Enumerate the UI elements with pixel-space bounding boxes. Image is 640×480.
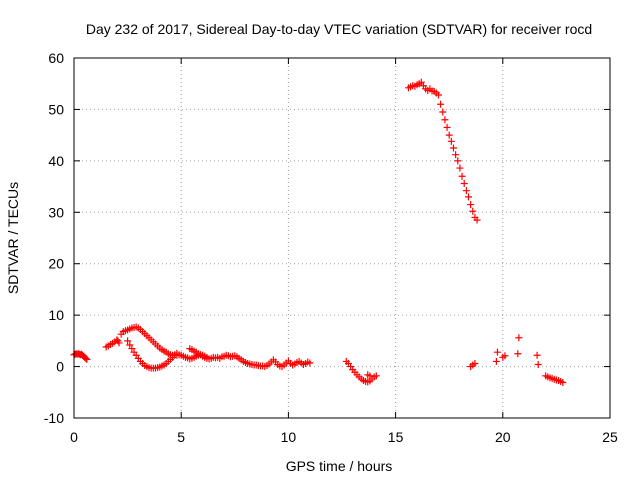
data-point	[559, 379, 567, 387]
data-point	[492, 357, 500, 365]
y-axis-ticks: -10 0 10 20 30 40 50 60	[44, 50, 610, 426]
x-tick-label: 10	[281, 429, 297, 445]
data-point	[445, 131, 453, 139]
data-point	[124, 337, 132, 345]
data-point	[473, 216, 481, 224]
data-point	[464, 193, 472, 201]
data-points	[70, 78, 567, 387]
data-point	[471, 359, 479, 367]
x-tick-label: 15	[388, 429, 404, 445]
data-point	[493, 348, 501, 356]
data-point	[514, 350, 522, 358]
data-point	[437, 100, 445, 108]
data-point	[83, 355, 91, 363]
data-point	[515, 334, 523, 342]
data-point	[366, 372, 374, 380]
data-point	[454, 157, 462, 165]
x-tick-label: 5	[177, 429, 185, 445]
data-point	[447, 137, 455, 145]
data-point	[469, 207, 477, 215]
plot-area-frame	[73, 57, 611, 419]
y-tick-label: 0	[56, 359, 64, 375]
data-point	[534, 361, 542, 369]
chart-title: Day 232 of 2017, Sidereal Day-to-day VTE…	[86, 21, 592, 37]
data-point	[449, 144, 457, 152]
data-point	[439, 108, 447, 116]
x-tick-label: 20	[495, 429, 511, 445]
y-tick-label: 30	[48, 204, 64, 220]
x-tick-label: 25	[602, 429, 618, 445]
data-point	[306, 359, 314, 367]
data-point	[462, 187, 470, 195]
data-point	[533, 351, 541, 359]
y-tick-label: 60	[48, 50, 64, 66]
data-point	[456, 164, 464, 172]
y-tick-label: 10	[48, 307, 64, 323]
y-tick-label: -10	[44, 410, 64, 426]
x-axis-title: GPS time / hours	[286, 458, 393, 474]
y-tick-label: 50	[48, 101, 64, 117]
data-point	[443, 123, 451, 131]
data-point	[458, 172, 466, 180]
data-point	[441, 116, 449, 124]
data-point	[460, 179, 468, 187]
x-tick-label: 0	[70, 429, 78, 445]
data-point	[173, 349, 181, 357]
data-point	[128, 345, 136, 353]
data-point	[372, 372, 380, 380]
data-point	[452, 151, 460, 159]
y-tick-label: 20	[48, 256, 64, 272]
data-point	[417, 78, 425, 86]
y-axis-title: SDTVAR / TECUs	[5, 182, 21, 294]
grid-lines	[74, 58, 610, 418]
data-point	[115, 339, 123, 347]
y-tick-label: 40	[48, 153, 64, 169]
data-point	[467, 201, 475, 209]
data-point	[126, 341, 134, 349]
data-point	[434, 91, 442, 99]
data-point	[82, 354, 90, 362]
data-point	[501, 352, 509, 360]
